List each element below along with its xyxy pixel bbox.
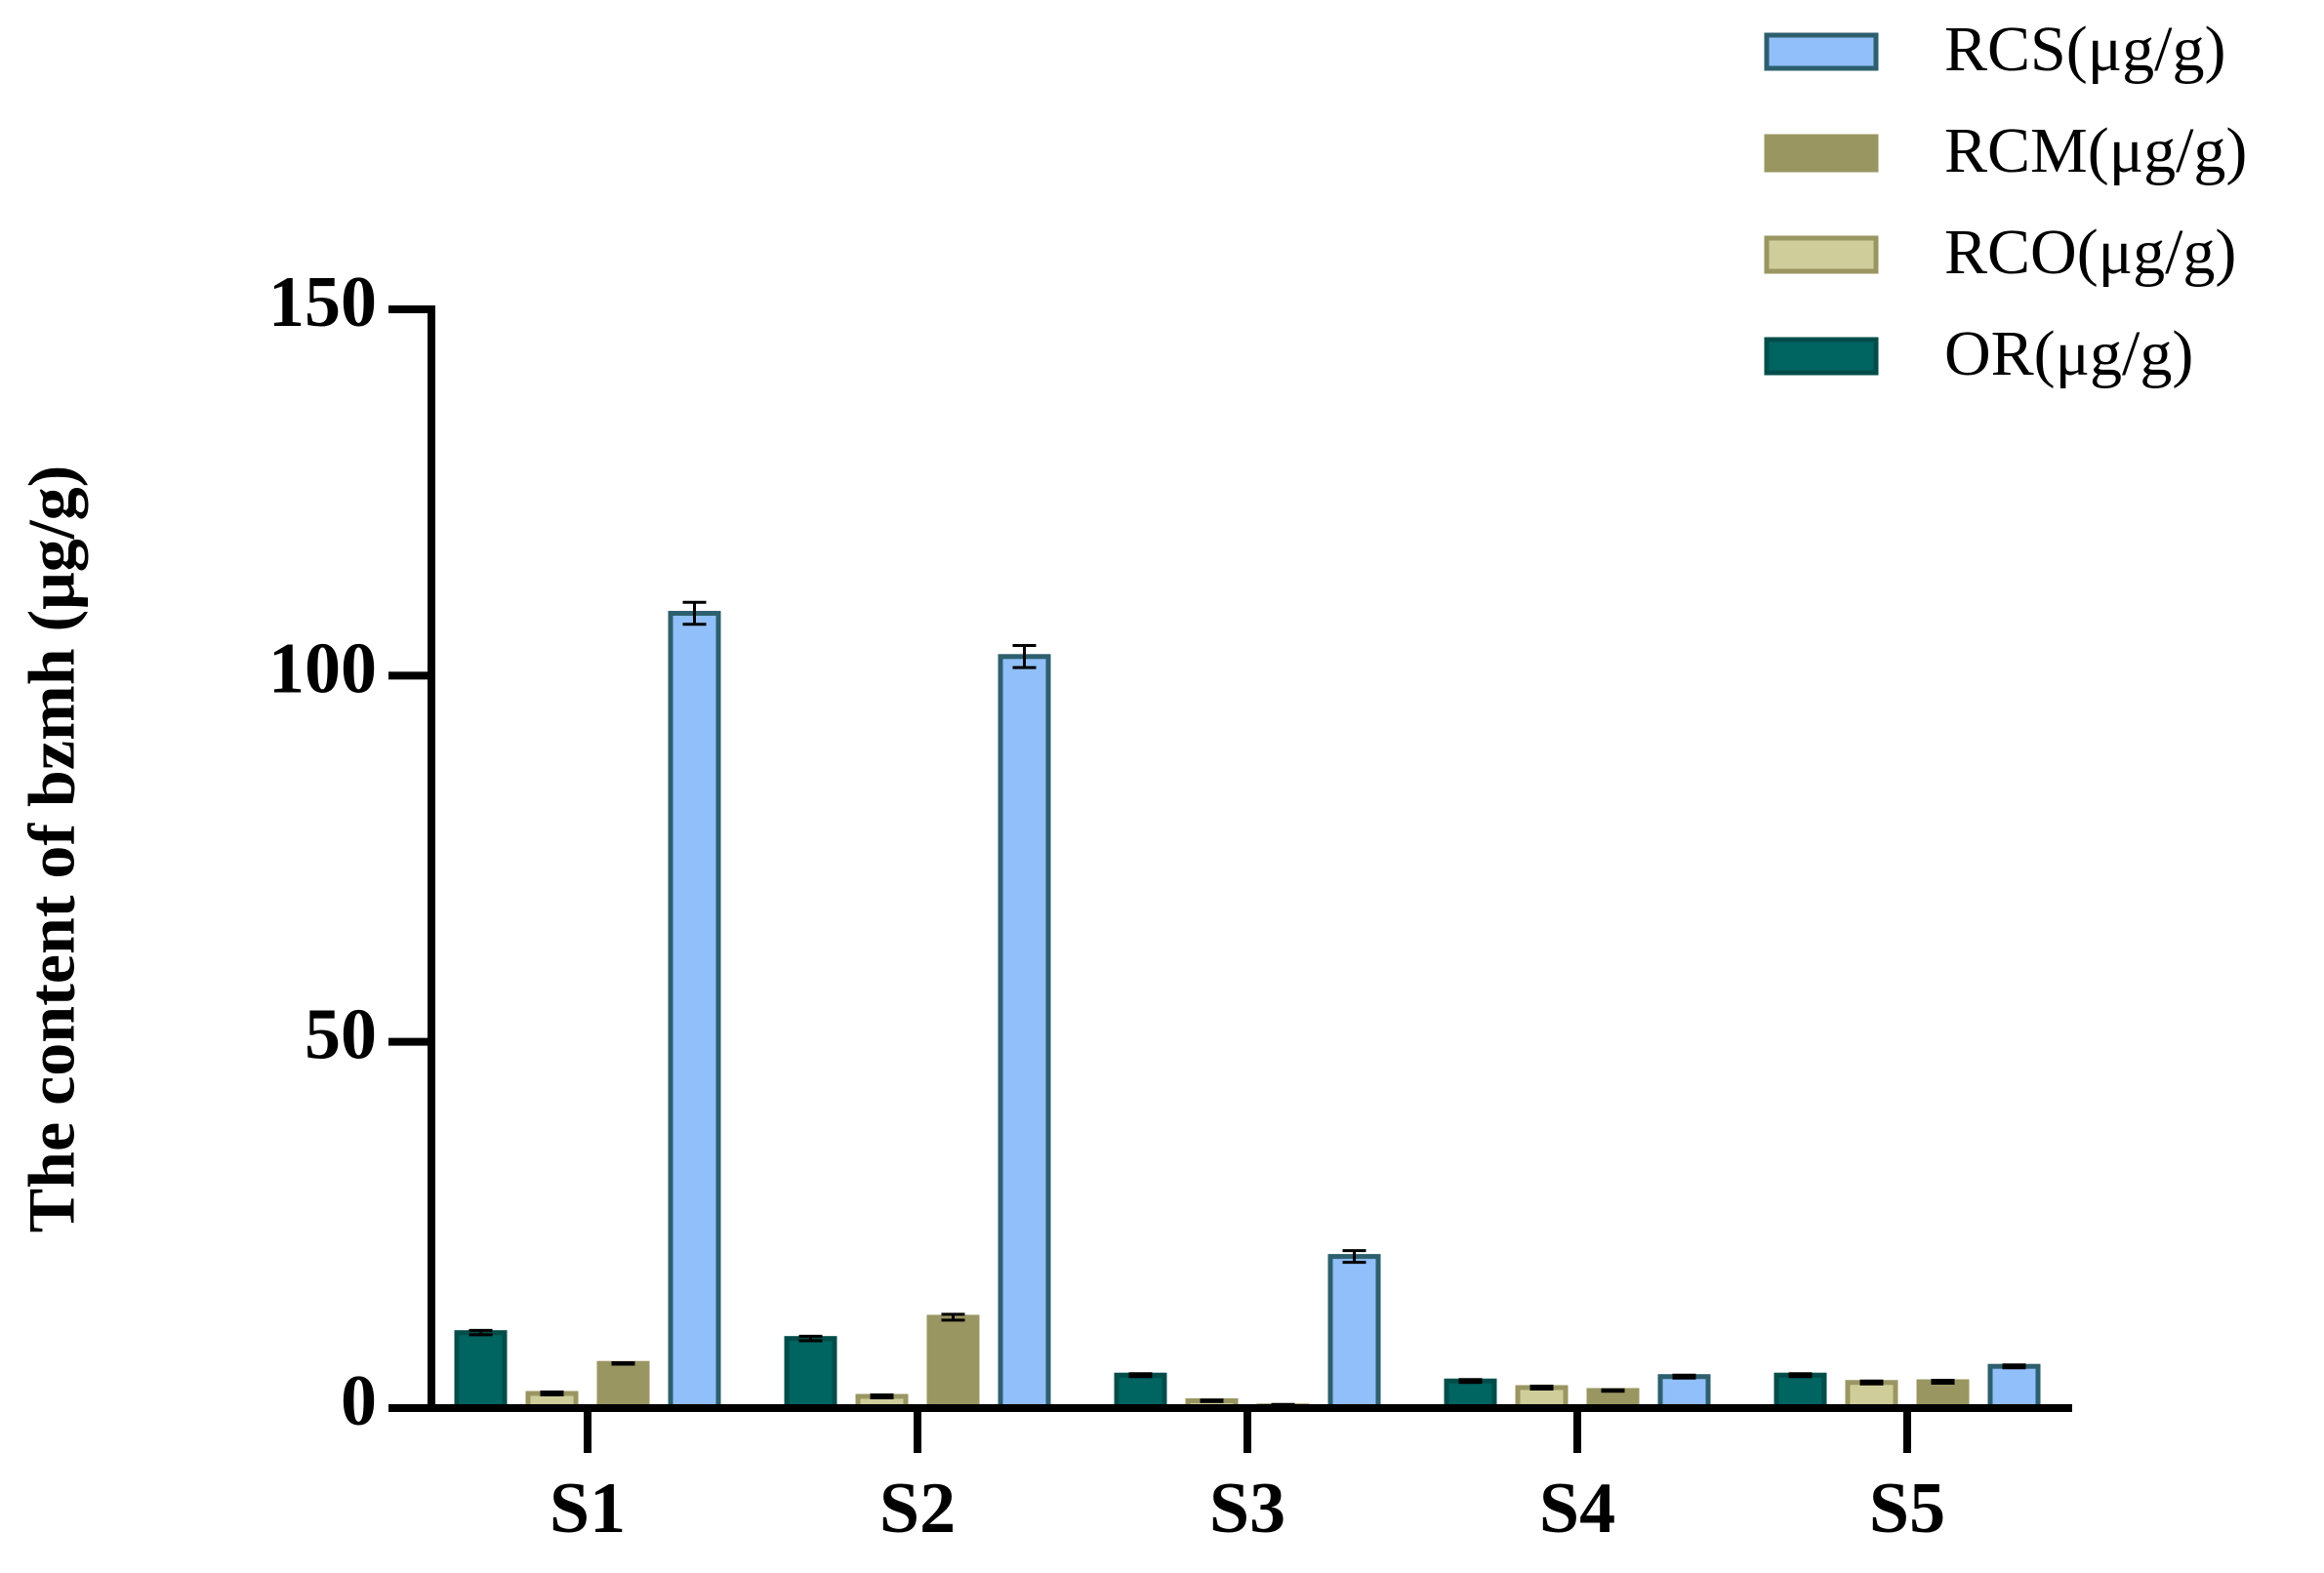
error-bar (1128, 1372, 1153, 1379)
y-tick-label: 0 (341, 1361, 377, 1441)
bar (784, 1336, 837, 1411)
error-bar (1788, 1372, 1813, 1379)
error-bar (1672, 1373, 1696, 1380)
bar (454, 1330, 508, 1411)
y-tick-label: 50 (305, 995, 377, 1075)
y-tick-label: 150 (268, 262, 377, 343)
legend-label: RCO(μg/g) (1944, 217, 2236, 288)
legend-swatch (1764, 32, 1879, 71)
x-tick-label: S3 (1209, 1469, 1285, 1549)
error-bar (941, 1312, 965, 1322)
error-bar (1529, 1384, 1554, 1391)
legend-label: RCM(μg/g) (1944, 115, 2247, 186)
legend-swatch (1764, 337, 1879, 376)
bar (998, 654, 1051, 1411)
legend-swatch (1764, 235, 1879, 274)
bar (926, 1314, 980, 1411)
legend-swatch (1764, 134, 1879, 173)
error-bar (540, 1390, 564, 1396)
error-bar (1458, 1378, 1483, 1385)
bar (1657, 1374, 1711, 1411)
error-bar (1200, 1398, 1224, 1403)
error-bar (1859, 1379, 1884, 1386)
error-bar (1601, 1388, 1625, 1393)
error-bar (1342, 1249, 1366, 1265)
legend-label: OR(μg/g) (1944, 318, 2193, 389)
bar (1774, 1372, 1827, 1411)
x-tick-label: S5 (1869, 1469, 1945, 1549)
error-bar (798, 1334, 823, 1343)
bar (1916, 1379, 1970, 1411)
bar (596, 1360, 650, 1411)
error-bar (1012, 644, 1037, 669)
x-tick-label: S1 (550, 1469, 626, 1549)
bar (1987, 1363, 2041, 1411)
bar (668, 611, 721, 1411)
error-bar (469, 1328, 493, 1337)
y-axis-title: The content of bzmh (μg/g) (15, 465, 89, 1232)
x-tick-label: S2 (879, 1469, 956, 1549)
bar (1444, 1378, 1497, 1411)
legend-label: RCS(μg/g) (1944, 14, 2225, 85)
error-bar (682, 600, 707, 626)
bar (1327, 1254, 1381, 1411)
error-bar (1931, 1378, 1955, 1385)
x-tick-label: S4 (1539, 1469, 1615, 1549)
y-tick-label: 100 (268, 628, 377, 708)
bar (1114, 1372, 1167, 1411)
error-bar (870, 1392, 894, 1399)
error-bar (2002, 1363, 2026, 1370)
error-bar (611, 1360, 635, 1366)
